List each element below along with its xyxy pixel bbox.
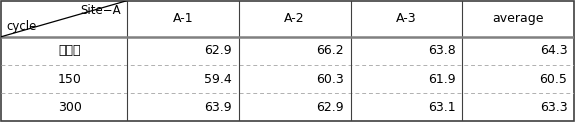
Text: 61.9: 61.9 <box>428 73 455 86</box>
Text: 59.4: 59.4 <box>204 73 232 86</box>
Text: 64.3: 64.3 <box>540 44 568 57</box>
Text: 60.3: 60.3 <box>316 73 344 86</box>
Text: average: average <box>493 12 544 25</box>
Text: Site−A: Site−A <box>81 4 121 17</box>
Text: 63.8: 63.8 <box>428 44 455 57</box>
Text: 60.5: 60.5 <box>539 73 568 86</box>
Text: 300: 300 <box>58 101 82 114</box>
Text: 62.9: 62.9 <box>204 44 232 57</box>
Text: A-1: A-1 <box>172 12 193 25</box>
Text: 初期値: 初期値 <box>58 44 80 57</box>
Text: 150: 150 <box>58 73 82 86</box>
Text: 63.1: 63.1 <box>428 101 455 114</box>
Text: A-3: A-3 <box>396 12 417 25</box>
Text: A-2: A-2 <box>285 12 305 25</box>
Text: cycle: cycle <box>6 20 37 33</box>
Text: 66.2: 66.2 <box>316 44 344 57</box>
Text: 63.9: 63.9 <box>204 101 232 114</box>
Text: 62.9: 62.9 <box>316 101 344 114</box>
Text: 63.3: 63.3 <box>540 101 568 114</box>
